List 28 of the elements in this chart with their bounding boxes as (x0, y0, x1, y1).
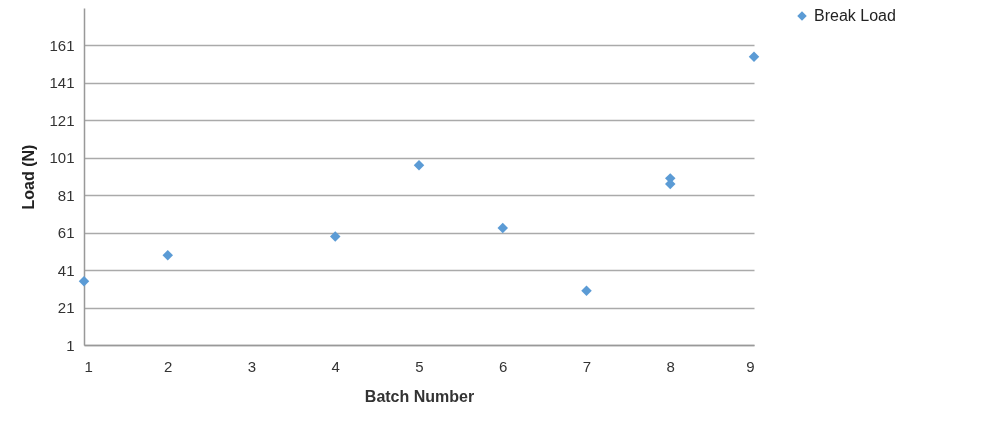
y-tick-label: 121 (49, 111, 75, 129)
x-tick-label: 6 (499, 357, 508, 375)
y-tick-label: 141 (49, 74, 75, 92)
y-tick-label: 41 (57, 261, 75, 279)
legend-label: Break Load (814, 7, 896, 24)
point (78, 276, 90, 287)
x-tick-label: 5 (415, 357, 424, 375)
x-tick-label: 2 (164, 357, 173, 375)
x-tick-label: 8 (666, 357, 675, 375)
y-tick-label: 61 (57, 224, 75, 242)
x-axis-title: Batch Number (364, 387, 475, 405)
x-tick-label: 1 (84, 357, 93, 375)
point (330, 231, 341, 242)
x-tick-label: 7 (582, 357, 592, 375)
x-tick-label: 3 (247, 357, 257, 375)
point (413, 160, 425, 171)
x-tick-label: 4 (331, 357, 340, 375)
x-tick-label: 9 (746, 357, 755, 375)
y-tick-label: 161 (49, 36, 75, 54)
y-tick-label: 1 (66, 336, 75, 354)
point (497, 222, 508, 234)
y-tick-label: 21 (57, 299, 75, 317)
y-tick-label: 81 (57, 186, 75, 204)
point (162, 249, 173, 261)
y-tick-label: 101 (49, 149, 75, 167)
y-axis-title: Load (N) (20, 144, 38, 210)
point (748, 51, 760, 62)
point (581, 285, 592, 296)
